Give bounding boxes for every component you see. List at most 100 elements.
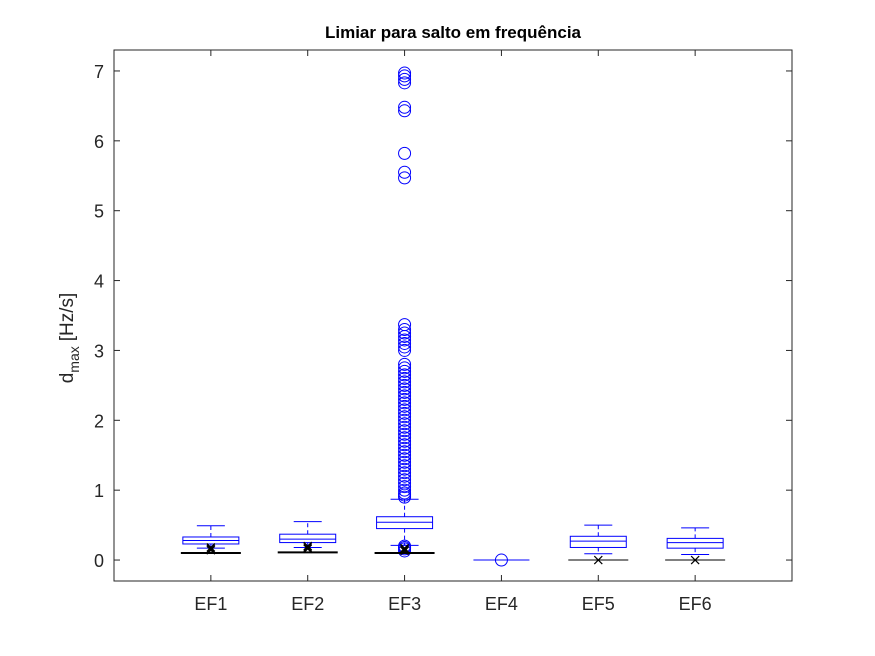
outlier-point (398, 417, 412, 431)
box-iqr (569, 535, 627, 548)
outlier-point (398, 483, 412, 497)
y-tick-label: 5 (94, 202, 104, 222)
cross-marker (400, 545, 409, 554)
reference-ef5 (568, 555, 629, 565)
y-tick-label: 4 (94, 272, 104, 292)
outlier-point (398, 368, 412, 382)
outlier-point (398, 322, 412, 336)
outlier-point (398, 473, 412, 487)
y-axis-label-main: d (57, 373, 78, 384)
outlier-point (398, 396, 412, 410)
reference-ef6 (665, 555, 726, 565)
outlier-point (494, 553, 508, 567)
outlier-point (398, 455, 412, 469)
outlier-point (398, 72, 412, 86)
outlier-point (398, 424, 412, 438)
y-tick-label: 7 (94, 62, 104, 82)
y-tick-label: 0 (94, 551, 104, 571)
outlier-point (398, 476, 412, 490)
outlier-point (398, 165, 412, 179)
outlier-point (398, 462, 412, 476)
outlier-point (398, 448, 412, 462)
cross-marker (206, 543, 216, 552)
box-ef4 (473, 553, 530, 567)
chart-title: Limiar para salto em frequência (325, 23, 582, 42)
outlier-point (398, 480, 412, 494)
cross-marker (206, 545, 216, 555)
cross-marker (303, 541, 313, 551)
outlier-point (398, 318, 412, 332)
outlier-point (398, 452, 412, 466)
cross-marker (303, 544, 313, 554)
outlier-point (398, 375, 412, 389)
outlier-point (398, 469, 412, 483)
cross-marker (206, 544, 216, 554)
outlier-point (398, 413, 412, 427)
outlier-point (398, 441, 412, 455)
outlier-point (398, 399, 412, 413)
reference-ef3 (374, 543, 435, 556)
outlier-point (398, 459, 412, 473)
outlier-point (398, 385, 412, 399)
y-tick-label: 1 (94, 481, 104, 501)
outlier-point (398, 146, 412, 160)
outlier-point (398, 420, 412, 434)
cross-marker (593, 555, 603, 565)
outlier-point (398, 66, 412, 80)
box-iqr (279, 533, 337, 544)
y-tick-label: 3 (94, 341, 104, 361)
cross-marker (400, 543, 409, 553)
box-ef5 (569, 524, 627, 555)
outlier-point (398, 406, 412, 420)
outlier-point (398, 340, 412, 354)
outlier-point (398, 361, 412, 375)
cross-marker (400, 546, 409, 556)
reference-ef1 (180, 543, 241, 555)
y-axis-label: dmax [Hz/s] (57, 293, 82, 384)
axes-frame (113, 49, 793, 582)
cross-marker (690, 555, 700, 565)
outlier-point (398, 486, 412, 500)
outlier-point (398, 445, 412, 459)
outlier-point (398, 389, 412, 403)
outlier-point (398, 382, 412, 396)
outlier-point (398, 326, 412, 340)
y-axis-label-subscript: max (66, 346, 82, 372)
outlier-point (398, 333, 412, 347)
outlier-point (398, 104, 412, 118)
y-axis-label-unit: [Hz/s] (57, 293, 78, 342)
plot-area: 0 1 2 3 4 5 6 7 EF1 EF2 EF3 EF4 EF5 EF6 (94, 49, 793, 614)
x-tick-label: EF5 (582, 594, 615, 614)
outlier-point (398, 336, 412, 350)
y-tick-label: 6 (94, 132, 104, 152)
box-ef2 (279, 521, 337, 548)
outlier-point (398, 431, 412, 445)
outlier-point (398, 357, 412, 371)
outlier-point (398, 100, 412, 114)
outlier-point (398, 364, 412, 378)
outlier-point (398, 403, 412, 417)
x-tick-label: EF1 (194, 594, 227, 614)
y-tick-label: 2 (94, 411, 104, 431)
outlier-point (398, 343, 412, 357)
cross-marker (303, 543, 313, 552)
outlier-point (398, 438, 412, 452)
outlier-point (398, 392, 412, 406)
x-tick-label: EF6 (679, 594, 712, 614)
x-tick-label: EF3 (388, 594, 421, 614)
box-ef3 (376, 66, 434, 558)
box-ef6 (666, 527, 724, 555)
outlier-point (398, 427, 412, 441)
outlier-point (398, 76, 412, 90)
x-tick-label: EF4 (485, 594, 518, 614)
outlier-point (398, 371, 412, 385)
outlier-point (398, 171, 412, 185)
outlier-point (398, 69, 412, 83)
reference-ef2 (277, 541, 338, 554)
outlier-point (398, 378, 412, 392)
outlier-point (398, 466, 412, 480)
outlier-point (398, 434, 412, 448)
box-iqr (666, 537, 724, 549)
